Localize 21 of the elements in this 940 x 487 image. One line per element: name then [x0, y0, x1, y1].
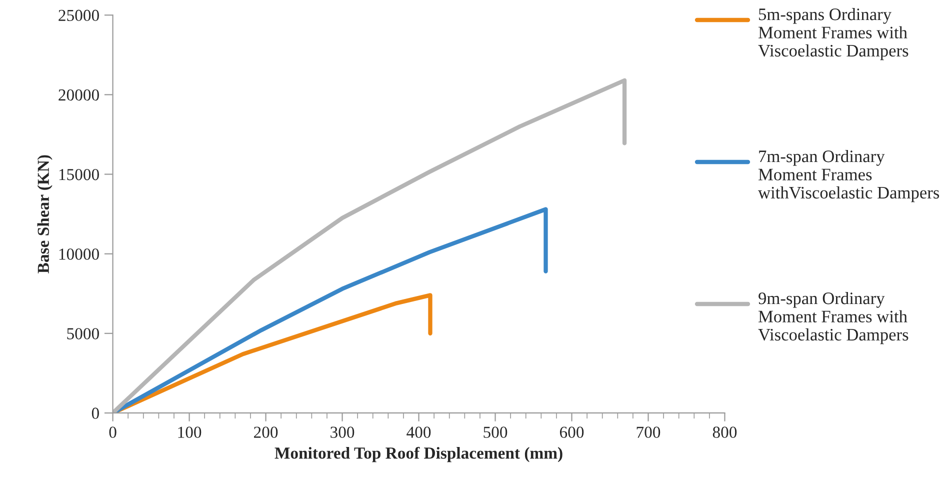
x-tick-label: 800	[712, 426, 737, 438]
legend-label: 9m-span Ordinary Moment Frames with Viscoelastic Dampers	[758, 292, 908, 344]
y-tick-label: 0	[92, 408, 99, 419]
y-tick-label: 25000	[58, 10, 99, 22]
y-tick-label: 10000	[59, 248, 99, 260]
x-tick-label: 200	[254, 426, 278, 438]
y-tick-label: 15000	[59, 168, 99, 180]
legend-label: 5m-spans Ordinary Moment Frames with Viscoelastic Dampers	[758, 8, 908, 60]
legend-label: 7m-span Ordinary Moment Frames withViscoelastic Dampers	[758, 150, 940, 202]
y-axis-title: Base Shear (KN)	[37, 155, 52, 274]
x-axis-title: Monitored Top Roof Displacement (mm)	[274, 446, 562, 462]
y-tick-label: 20000	[58, 89, 99, 101]
x-tick-label: 0	[109, 426, 116, 438]
x-tick-label: 700	[636, 426, 660, 438]
y-tick-label: 5000	[67, 328, 99, 340]
x-tick-label: 400	[406, 426, 431, 438]
line-series	[112, 78, 627, 413]
x-tick-label: 300	[330, 426, 354, 438]
x-tick-label: 100	[178, 426, 202, 438]
x-tick-label: 600	[560, 426, 584, 438]
x-tick-label: 500	[484, 426, 508, 438]
